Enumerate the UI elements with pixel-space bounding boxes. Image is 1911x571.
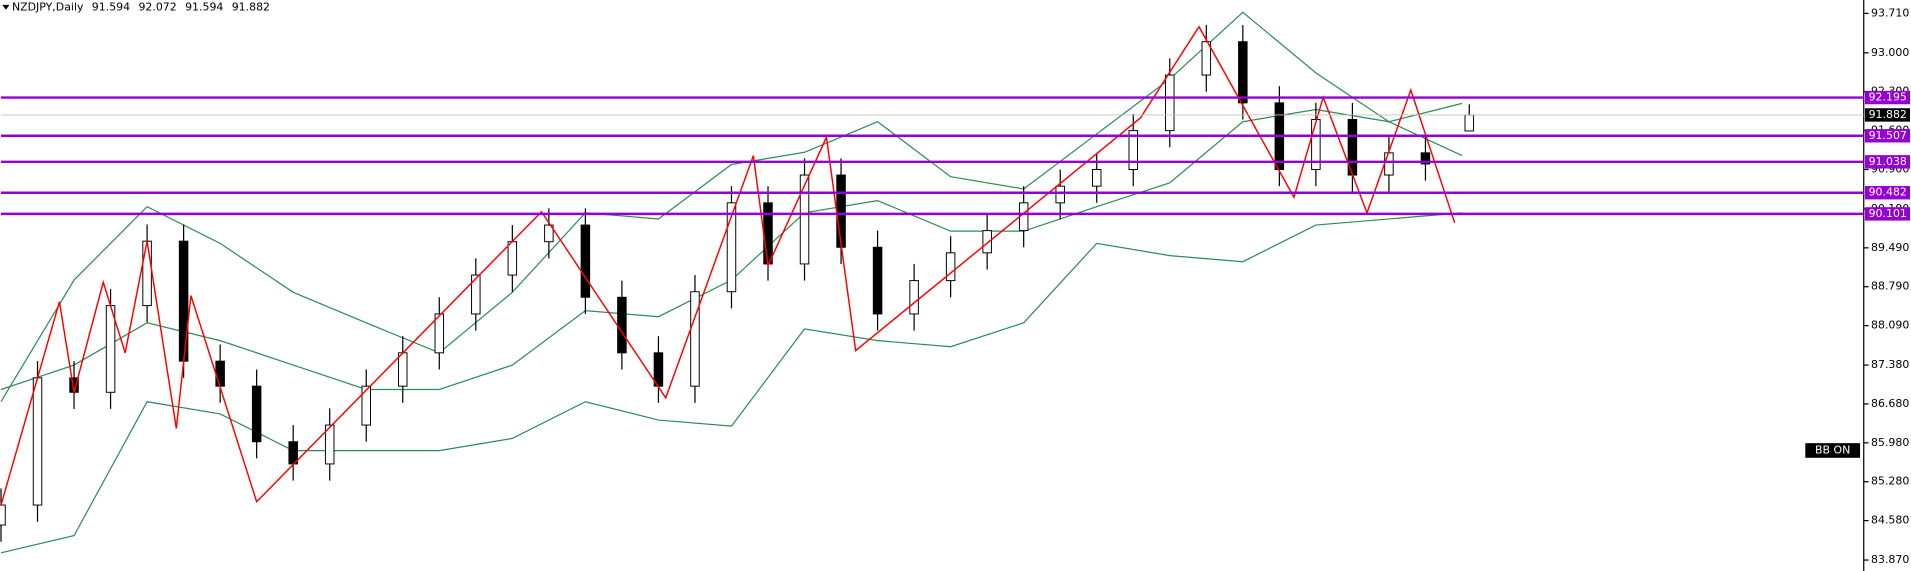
y-tick-label: 88.090 <box>1871 319 1909 332</box>
candle-body <box>1091 169 1102 187</box>
bollinger-lower <box>0 212 1463 554</box>
candle-body <box>726 202 737 293</box>
current-price-tag <box>1864 108 1911 122</box>
level-tag <box>1864 186 1911 200</box>
candle-body <box>434 313 445 354</box>
y-tick-label: 87.380 <box>1871 358 1909 371</box>
candle-body <box>471 274 481 315</box>
bollinger-upper <box>0 11 1463 403</box>
candle-body <box>945 252 956 282</box>
candle-body <box>544 224 554 243</box>
low: 91.594 <box>185 0 223 13</box>
candle-body <box>1464 114 1475 132</box>
level-label: 91.038 <box>1869 155 1907 168</box>
candle-body <box>215 360 225 387</box>
candle-body <box>32 377 43 506</box>
candle-body <box>1311 119 1321 170</box>
y-tick-label: 89.490 <box>1871 241 1909 254</box>
header-text: NZDJPY,Daily 91.594 92.072 91.594 91.882 <box>12 0 270 13</box>
open: 91.594 <box>92 0 130 13</box>
level-tag <box>1864 207 1911 221</box>
candle-body <box>324 424 335 465</box>
candle-body <box>617 296 627 354</box>
y-tick-label: 85.980 <box>1871 436 1909 449</box>
zigzag <box>0 25 1456 506</box>
y-tick-label: 86.680 <box>1871 397 1909 410</box>
candle-body <box>251 385 262 443</box>
candle-body <box>105 305 116 393</box>
candle-body <box>398 352 408 387</box>
candle-body <box>763 202 773 265</box>
candle-body <box>836 174 846 248</box>
candle-body <box>799 174 810 265</box>
candle-body <box>1201 41 1212 76</box>
candle-body <box>0 504 6 526</box>
candle-body <box>1238 41 1248 104</box>
close: 91.882 <box>232 0 270 13</box>
level-label: 92.195 <box>1869 91 1907 104</box>
level-label: 90.101 <box>1869 207 1907 220</box>
candle-body <box>1420 152 1431 165</box>
level-tag <box>1864 129 1911 143</box>
candle-body <box>1165 74 1175 132</box>
header: NZDJPY,Daily 91.594 92.072 91.594 91.882 <box>2 0 270 13</box>
current-price-label: 91.882 <box>1869 108 1907 121</box>
y-tick-label: 84.580 <box>1871 514 1909 527</box>
high: 92.072 <box>138 0 176 13</box>
candle-body <box>507 241 518 276</box>
y-tick-label: 93.000 <box>1871 46 1909 59</box>
y-tick-label: 85.280 <box>1871 475 1909 488</box>
candle-body <box>178 240 189 362</box>
indicator-label: BB ON <box>1815 443 1850 456</box>
indicator-tag <box>1805 443 1861 458</box>
y-tick-label: 88.790 <box>1871 280 1909 293</box>
level-label: 90.482 <box>1869 186 1907 199</box>
plot-area <box>0 11 1475 554</box>
candle-body <box>1128 130 1139 170</box>
candle-body <box>142 240 152 307</box>
level-tag <box>1864 90 1911 105</box>
candle-body <box>872 246 883 315</box>
candle-body <box>361 385 371 426</box>
level-label: 91.507 <box>1869 129 1907 142</box>
symbol: NZDJPY,Daily <box>12 0 84 13</box>
candle-body <box>690 291 700 387</box>
candle-body <box>1384 152 1394 176</box>
level-tag <box>1864 155 1911 169</box>
candle-body <box>982 230 992 254</box>
y-tick-label: 93.710 <box>1871 6 1909 19</box>
candle-body <box>1055 185 1065 204</box>
candle-body <box>1018 202 1029 232</box>
menu-arrow[interactable] <box>2 4 10 10</box>
y-tick-label: 83.870 <box>1871 553 1909 566</box>
candle-body <box>580 224 591 298</box>
candle-body <box>909 280 919 315</box>
